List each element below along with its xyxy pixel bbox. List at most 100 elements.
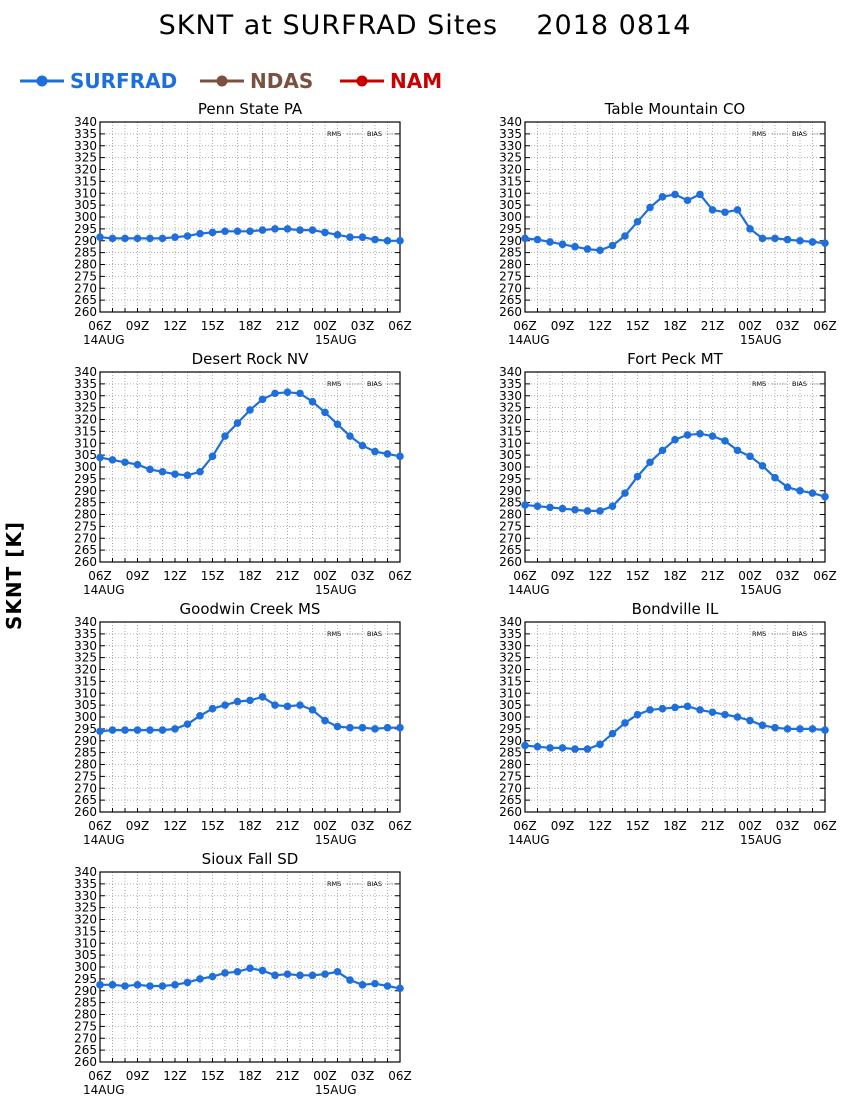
stat-label-bias: BIAS (792, 630, 807, 638)
data-point (121, 726, 129, 734)
x-tick-label: 09Z (126, 319, 150, 333)
y-tick-label: 275 (499, 769, 522, 783)
x-tick-label: 06Z (88, 1069, 112, 1083)
stat-label-rms: RMS (327, 380, 341, 388)
plot-area: 2602652702752802852902953003053103153203… (74, 365, 412, 597)
x-tick-label: 09Z (551, 319, 575, 333)
data-point (133, 234, 142, 243)
data-point (383, 982, 392, 990)
data-point (533, 235, 542, 244)
data-point (708, 206, 717, 214)
x-tick-label: 00Z (738, 569, 762, 583)
data-point (321, 970, 329, 978)
data-point (733, 713, 742, 721)
y-tick-label: 285 (499, 746, 522, 760)
y-tick-label: 270 (499, 781, 522, 795)
stat-label-bias: BIAS (367, 130, 382, 138)
data-point (608, 241, 617, 250)
data-point (208, 228, 217, 237)
x-tick-label: 12Z (163, 319, 187, 333)
y-tick-label: 325 (74, 901, 97, 915)
y-tick-label: 315 (74, 424, 97, 438)
data-point (796, 236, 804, 245)
data-point (383, 236, 392, 245)
data-point (758, 721, 767, 730)
y-tick-label: 305 (74, 698, 97, 712)
data-point (371, 447, 379, 456)
data-point (646, 203, 654, 212)
x-tick-label: 21Z (276, 569, 300, 583)
data-point (346, 432, 354, 440)
plot-frame (99, 121, 401, 313)
data-point (96, 727, 104, 736)
data-point (108, 234, 117, 243)
y-tick-label: 295 (74, 722, 97, 736)
y-tick-label: 335 (74, 127, 97, 141)
data-point (283, 225, 292, 233)
plot-area: 2602652702752802852902953003053103153203… (499, 115, 837, 347)
data-point (633, 710, 642, 719)
panel-fort-peck: Fort Peck MT 260 265 270 275 280 285 290 295 300 3… (473, 350, 843, 610)
data-point (821, 239, 829, 247)
y-tick-label: 265 (74, 293, 97, 307)
x-tick-label: 06Z (388, 569, 412, 583)
data-point (371, 979, 379, 988)
y-tick-label: 295 (499, 222, 522, 236)
x-date-label: 15AUG (315, 333, 357, 347)
data-point (208, 972, 217, 981)
data-point (583, 507, 592, 515)
legend-item-nam: NAM (338, 66, 442, 96)
x-tick-label: 21Z (276, 1069, 300, 1083)
x-tick-label: 06Z (813, 819, 837, 833)
data-point (783, 725, 792, 733)
data-point (683, 196, 692, 205)
data-point (358, 441, 367, 450)
y-axis-label: SKNT [K] (2, 520, 26, 630)
x-tick-label: 03Z (351, 319, 375, 333)
y-tick-label: 285 (74, 746, 97, 760)
data-point (608, 502, 617, 510)
x-tick-label: 21Z (276, 319, 300, 333)
legend-item-ndas: NDAS (198, 66, 313, 96)
x-tick-label: 15Z (201, 319, 225, 333)
x-tick-label: 06Z (388, 319, 412, 333)
y-tick-label: 315 (74, 674, 97, 688)
data-point (621, 489, 629, 497)
x-tick-label: 06Z (388, 819, 412, 833)
data-point (771, 473, 779, 482)
y-tick-label: 270 (499, 531, 522, 545)
data-point (171, 725, 179, 733)
y-tick-label: 325 (499, 401, 522, 415)
plot-area: 2602652702752802852902953003053103153203… (74, 615, 412, 847)
data-point (121, 982, 129, 990)
data-point (221, 969, 229, 977)
data-point (233, 697, 242, 706)
x-date-label: 14AUG (508, 583, 550, 597)
y-tick-label: 290 (74, 984, 97, 998)
y-tick-label: 315 (74, 174, 97, 188)
panel-title: Desert Rock NV (191, 350, 309, 368)
y-tick-label: 290 (499, 484, 522, 498)
panel-bondville: Bondville IL 260 265 270 275 280 285 290 295 300 3… (473, 600, 843, 860)
y-tick-label: 285 (499, 246, 522, 260)
y-tick-label: 290 (74, 734, 97, 748)
y-tick-label: 260 (499, 805, 522, 819)
y-tick-label: 315 (499, 174, 522, 188)
data-point (371, 725, 379, 733)
data-point (558, 744, 567, 752)
y-tick-label: 270 (74, 1031, 97, 1045)
x-date-label: 15AUG (315, 583, 357, 597)
data-point (308, 397, 317, 406)
data-point (758, 462, 767, 470)
y-tick-label: 330 (499, 389, 522, 403)
chart-penn-state: 2602652702752802852902953003053103153203… (74, 115, 412, 347)
data-point (133, 981, 142, 989)
data-point (571, 745, 579, 753)
y-tick-label: 270 (499, 281, 522, 295)
y-tick-label: 325 (499, 151, 522, 165)
y-tick-label: 330 (499, 139, 522, 153)
stat-label-rms: RMS (752, 130, 766, 138)
y-tick-label: 260 (74, 305, 97, 319)
data-point (546, 503, 554, 512)
data-point (283, 388, 292, 396)
